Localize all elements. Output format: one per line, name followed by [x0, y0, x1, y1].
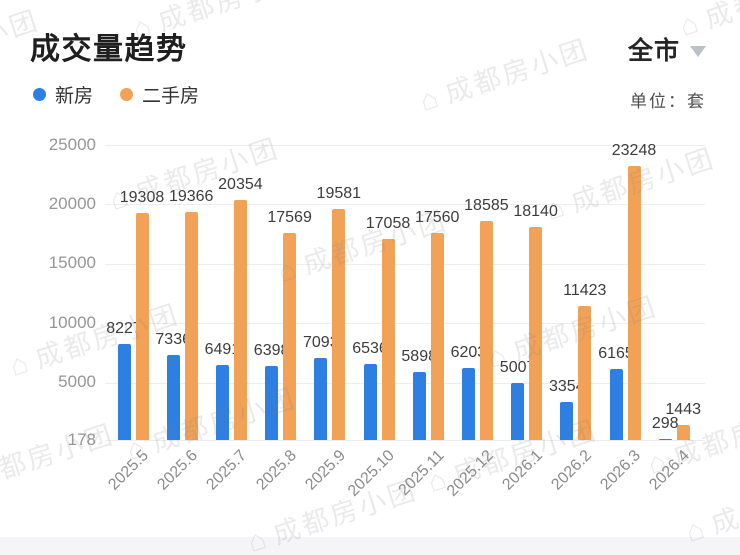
bar-value-label: 5007	[499, 358, 536, 376]
legend-label-secondhand-homes: 二手房	[142, 86, 200, 107]
page-title: 成交量趋势	[30, 33, 188, 66]
bar-value-label: 7093	[303, 333, 339, 351]
bar-value-label: 19308	[119, 188, 165, 206]
x-axis-label: 2025.11	[395, 447, 448, 500]
bar-value-label: 18140	[513, 202, 558, 220]
bar-value-label: 11423	[563, 282, 607, 300]
legend-dot-new-homes-icon	[33, 88, 46, 101]
bar-value-label: 6165	[598, 344, 634, 362]
bar-secondhand-homes	[430, 233, 444, 440]
bar-value-label: 6536	[352, 340, 388, 358]
legend-item-new-homes[interactable]: 新房	[33, 81, 93, 108]
legend-dot-secondhand-homes-icon	[120, 88, 134, 101]
x-axis-label: 2025.5	[105, 447, 153, 494]
bar-value-label: 19366	[168, 188, 214, 205]
bar-value-label: 3354	[549, 378, 585, 396]
y-axis-label: 10000	[48, 312, 96, 332]
bar-secondhand-homes	[578, 306, 592, 440]
bar-value-label: 17569	[267, 209, 312, 227]
bar-new-homes	[363, 364, 377, 440]
bar-new-homes	[117, 344, 131, 440]
bar-new-homes	[412, 372, 426, 440]
gridline	[105, 440, 705, 441]
bar-new-homes	[511, 382, 525, 440]
x-axis-label: 2026.1	[498, 447, 546, 494]
bar-value-label: 20354	[218, 176, 263, 194]
bar-secondhand-homes	[233, 200, 247, 440]
bar-value-label: 6491	[204, 341, 241, 358]
bar-new-homes	[166, 354, 180, 440]
bar-value-label: 6398	[253, 342, 290, 360]
bar-value-label: 18585	[464, 197, 509, 215]
bar-new-homes	[560, 402, 574, 440]
bar-secondhand-homes	[627, 165, 641, 440]
x-axis-label: 2026.2	[548, 447, 595, 494]
bar-secondhand-homes	[283, 233, 297, 440]
bar-secondhand-homes	[676, 425, 690, 440]
bar-new-homes	[215, 365, 229, 440]
bar-value-label: 17560	[414, 209, 460, 227]
bar-secondhand-homes	[479, 221, 493, 440]
bar-secondhand-homes	[381, 239, 395, 440]
chart-legend: 新房 二手房	[33, 81, 199, 108]
bar-secondhand-homes	[332, 209, 346, 440]
x-axis-label: 2026.3	[597, 447, 645, 494]
bar-new-homes	[609, 368, 623, 440]
bar-value-label: 7336	[155, 330, 191, 348]
bar-value-label: 17058	[365, 215, 411, 233]
bar-value-label: 1443	[665, 401, 701, 418]
x-axis-label: 2025.10	[345, 447, 399, 500]
x-axis-label: 2025.6	[154, 447, 202, 494]
bar-value-label: 5898	[401, 348, 437, 365]
gridline	[105, 204, 705, 206]
y-axis-label: 5000	[58, 372, 96, 392]
bar-value-label: 6203	[450, 344, 487, 362]
legend-item-secondhand-homes[interactable]: 二手房	[120, 81, 199, 108]
bar-value-label: 19581	[316, 185, 362, 203]
region-label: 全市	[627, 37, 680, 65]
gridline	[105, 382, 705, 384]
bar-new-homes	[265, 366, 279, 440]
gridline	[105, 263, 705, 265]
x-axis-label: 2026.4	[646, 447, 694, 494]
x-axis-label: 2025.12	[443, 447, 497, 500]
y-axis-label: 20000	[48, 193, 96, 213]
bar-new-homes	[658, 438, 672, 440]
x-axis-label: 2025.9	[302, 447, 349, 494]
y-axis-label: 25000	[48, 134, 96, 154]
y-axis-label: 15000	[48, 253, 96, 273]
gridline	[105, 323, 705, 325]
x-axis-label: 2025.8	[252, 447, 300, 494]
x-axis-label: 2025.7	[203, 447, 251, 494]
bar-new-homes	[461, 368, 475, 440]
gridline	[105, 145, 705, 146]
bar-value-label: 8227	[106, 320, 142, 338]
bar-value-label: 23248	[611, 141, 657, 159]
bar-value-label: 298	[651, 414, 679, 432]
bar-secondhand-homes	[135, 212, 149, 440]
chevron-down-icon	[690, 45, 706, 57]
region-selector[interactable]: 全市	[628, 31, 706, 67]
bar-new-homes	[314, 357, 328, 440]
unit-label: 单位：套	[630, 92, 706, 111]
bar-secondhand-homes	[184, 212, 198, 440]
y-axis-label: 178	[67, 429, 96, 449]
bar-secondhand-homes	[529, 226, 543, 440]
bottom-divider-band	[0, 537, 740, 555]
legend-label-new-homes: 新房	[55, 86, 94, 107]
